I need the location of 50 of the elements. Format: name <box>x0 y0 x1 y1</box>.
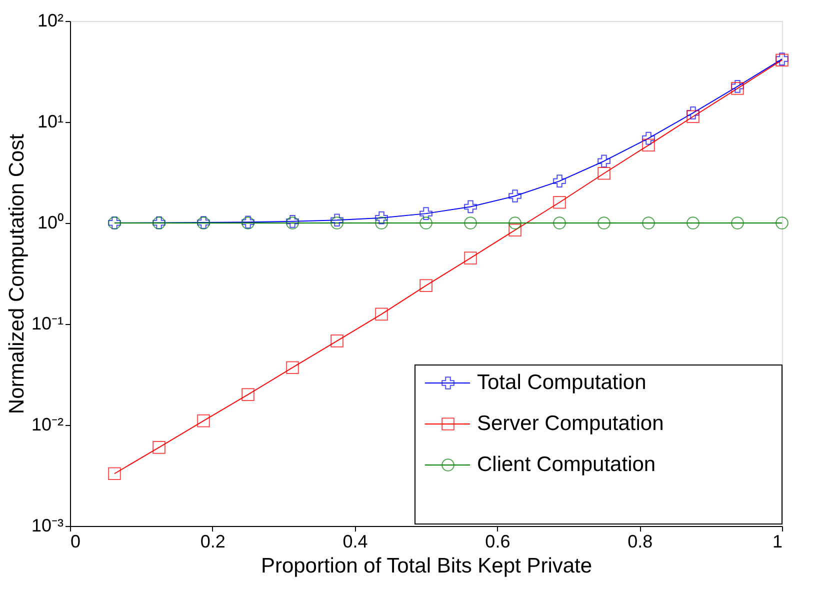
point <box>508 216 522 230</box>
point <box>464 200 477 214</box>
y-tick-label: 10⁰ <box>37 212 64 232</box>
y-axis-title: Normalized Computation Cost <box>5 134 28 414</box>
point <box>286 361 299 374</box>
point <box>464 252 477 264</box>
point <box>330 334 344 348</box>
point <box>375 308 388 321</box>
point <box>420 207 432 220</box>
y-tick-label: 10⁻¹ <box>31 314 64 334</box>
point <box>553 196 566 209</box>
point <box>420 216 432 230</box>
y-tick-label: 10² <box>37 10 64 30</box>
y-tick-label: 10⁻² <box>31 414 64 434</box>
point <box>464 216 477 230</box>
point <box>598 154 610 168</box>
point <box>508 224 522 237</box>
point <box>598 216 610 230</box>
x-axis-title: Proportion of Total Bits Kept Private <box>260 554 592 578</box>
x-tick-label: 1 <box>772 532 782 552</box>
legend-label: Client Computation <box>477 453 656 476</box>
point <box>731 216 744 230</box>
point <box>686 110 700 124</box>
legend-label: Total Computation <box>477 371 646 394</box>
point <box>642 138 655 152</box>
point <box>375 216 388 230</box>
point <box>330 214 344 227</box>
x-tick-label: 0.4 <box>342 532 368 552</box>
x-tick-label: 0 <box>70 532 81 552</box>
x-tick-label: 0.2 <box>200 532 226 552</box>
x-tick-label: 0.8 <box>628 532 653 552</box>
y-tick-label: 10⁻³ <box>31 516 64 536</box>
legend-label: Server Computation <box>477 412 664 435</box>
point <box>242 388 254 402</box>
point <box>420 279 432 292</box>
point <box>642 132 655 145</box>
point <box>375 211 388 224</box>
point <box>686 216 700 230</box>
point <box>553 174 566 188</box>
point <box>508 190 522 202</box>
point <box>197 414 210 428</box>
y-tick-label: 10¹ <box>37 112 64 132</box>
point <box>642 216 655 230</box>
point <box>152 440 166 454</box>
point <box>330 216 344 230</box>
x-tick-label: 0.6 <box>485 532 510 552</box>
point <box>598 166 610 180</box>
point <box>776 216 788 230</box>
point <box>553 216 566 230</box>
point <box>108 467 121 480</box>
